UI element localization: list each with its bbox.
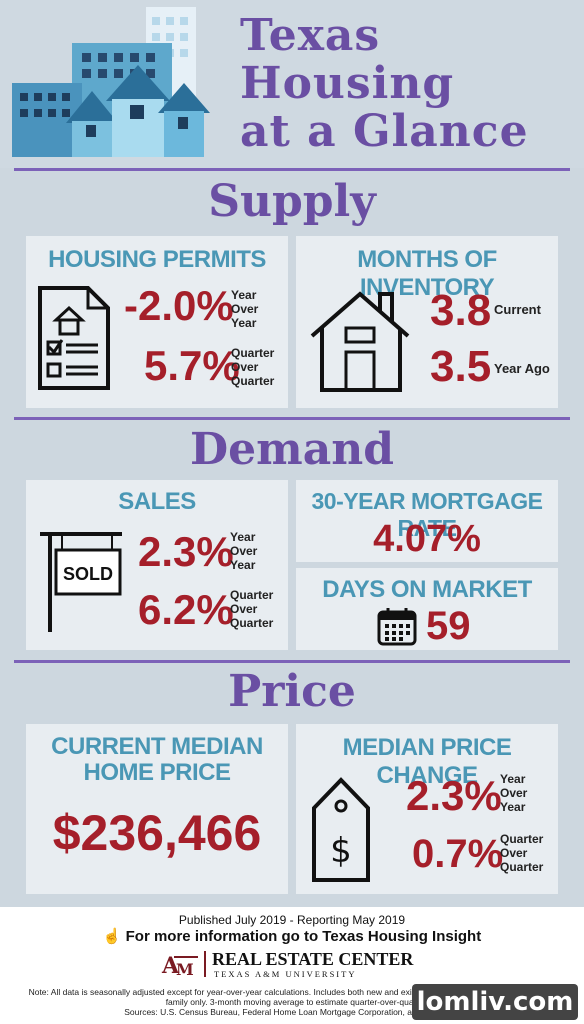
median-price-value: $236,466 — [52, 805, 262, 861]
card-title: HOUSING PERMITS — [48, 246, 266, 273]
calendar-icon — [377, 608, 417, 646]
label-line: Over — [230, 602, 258, 616]
permits-qoq-value: 5.7% — [144, 342, 240, 389]
dollar-sign-glyph: $ — [330, 831, 352, 871]
logo-subtitle: TEXAS A&M UNIVERSITY — [214, 969, 357, 979]
published-date: Published July 2019 - Reporting May 2019 — [178, 913, 406, 927]
label-line: Over — [500, 786, 528, 800]
label-line: Year — [500, 800, 526, 814]
header: Texas Housing at a Glance — [0, 0, 584, 168]
label-line: Year — [231, 288, 257, 302]
label-line: Quarter — [500, 832, 544, 846]
inventory-current-value: 3.8 — [430, 286, 492, 335]
title-line-1: Texas — [240, 10, 381, 61]
inventory-current-label: Current — [494, 302, 541, 317]
months-of-inventory-card: MONTHS OF INVENTORY 3.8 Current 3.5 Year… — [296, 236, 558, 408]
hand-pointer-icon: ☝ — [102, 928, 122, 945]
sales-card: SALES SOLD 2.3% Year Over Year 6.2% Quar… — [26, 480, 288, 650]
footnote-line: Note: All data is seasonally adjusted ex… — [28, 987, 564, 997]
days-on-market-value: 59 — [426, 604, 471, 648]
inventory-ago-value: 3.5 — [430, 342, 492, 391]
median-price-change-card: MEDIAN PRICE CHANGE $ 2.3% Year Over Yea… — [296, 724, 558, 894]
label-line: Quarter — [500, 860, 544, 874]
svg-text:A: A — [161, 953, 180, 979]
label-line: Year — [230, 530, 256, 544]
title-line: CURRENT MEDIAN — [51, 733, 263, 760]
sales-yoy-label: Year Over Year — [230, 530, 257, 572]
price-qoq-label: Quarter Over Quarter — [500, 832, 543, 874]
watermark: lomliv.com — [412, 984, 578, 1020]
permits-qoq-label: Quarter Over Quarter — [231, 346, 274, 388]
footnote-line: Sources: U.S. Census Bureau, Federal Hom… — [124, 1007, 468, 1017]
price-qoq-value: 0.7% — [412, 832, 504, 876]
city-buildings-icon — [12, 7, 210, 157]
sales-qoq-label: Quarter Over Quarter — [230, 588, 273, 630]
divider — [14, 417, 570, 420]
page-title: Texas Housing at a Glance — [240, 12, 529, 156]
label-line: Year — [231, 316, 257, 330]
label-line: Quarter — [231, 374, 275, 388]
sales-qoq-value: 6.2% — [138, 586, 234, 633]
logo-divider — [204, 951, 206, 977]
title-line-3: at a Glance — [240, 106, 529, 157]
mortgage-rate-value: 4.07% — [373, 518, 481, 560]
label-line: Quarter — [230, 616, 274, 630]
section-title-price: Price — [228, 666, 356, 717]
document-checklist-icon — [38, 286, 110, 390]
label-line: Quarter — [230, 588, 274, 602]
card-title: SALES — [118, 488, 196, 515]
label-line: Over — [500, 846, 528, 860]
footnote: Note: All data is seasonally adjusted ex… — [16, 987, 576, 1017]
median-home-price-card: CURRENT MEDIAN HOME PRICE $236,466 — [26, 724, 288, 894]
label-line: Year — [500, 772, 526, 786]
house-icon — [310, 291, 410, 392]
price-tag-icon: $ — [312, 777, 370, 882]
label-line: Over — [231, 302, 259, 316]
inventory-ago-label: Year Ago — [494, 361, 550, 376]
sold-sign-text: SOLD — [63, 564, 113, 584]
label-line: Quarter — [231, 346, 275, 360]
card-title: MONTHS OF INVENTORY — [357, 246, 497, 301]
more-info-link-row[interactable]: ☝ For more information go to Texas Housi… — [0, 927, 584, 945]
card-title: 30-YEAR MORTGAGE RATE — [311, 488, 543, 541]
price-yoy-label: Year Over Year — [500, 772, 527, 814]
card-title: MEDIAN PRICE CHANGE — [342, 734, 512, 789]
sold-sign-icon: SOLD — [40, 532, 122, 632]
title-line: HOME PRICE — [83, 759, 231, 786]
divider — [14, 168, 570, 171]
card-title: DAYS ON MARKET — [322, 576, 532, 603]
days-on-market-card: DAYS ON MARKET 59 — [296, 568, 558, 650]
title-line-2: Housing — [240, 58, 455, 109]
divider — [14, 660, 570, 663]
mortgage-rate-card: 30-YEAR MORTGAGE RATE 4.07% — [296, 480, 558, 562]
permits-yoy-label: Year Over Year — [231, 288, 258, 330]
real-estate-center-logo[interactable]: A M REAL ESTATE CENTER TEXAS A&M UNIVERS… — [160, 949, 420, 981]
section-title-demand: Demand — [190, 424, 394, 475]
section-title-supply: Supply — [208, 176, 376, 227]
svg-text:M: M — [176, 960, 194, 979]
atm-logo-icon: A M — [161, 953, 198, 979]
housing-permits-card: HOUSING PERMITS -2.0% Year Over Year 5.7… — [26, 236, 288, 408]
label-line: Year — [230, 558, 256, 572]
footnote-line: family only. 3-month moving average to e… — [165, 997, 427, 1007]
label-line: Over — [230, 544, 258, 558]
logo-name: REAL ESTATE CENTER — [212, 949, 414, 969]
more-info-link[interactable]: For more information go to Texas Housing… — [125, 928, 482, 945]
price-yoy-value: 2.3% — [406, 772, 502, 819]
label-line: Over — [231, 360, 259, 374]
card-title: CURRENT MEDIAN HOME PRICE — [26, 734, 288, 786]
permits-yoy-value: -2.0% — [124, 282, 234, 329]
sales-yoy-value: 2.3% — [138, 528, 234, 575]
